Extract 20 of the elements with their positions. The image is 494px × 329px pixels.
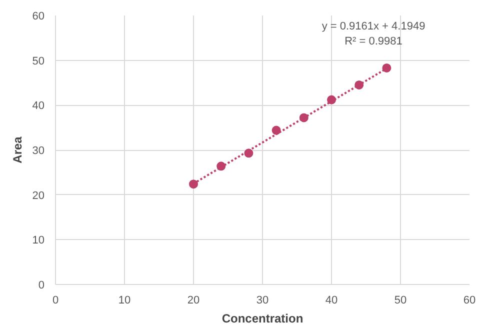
x-tick-label: 10 bbox=[118, 294, 131, 306]
annotation: y = 0.9161x + 4.1949 bbox=[322, 20, 426, 32]
x-tick-label: 40 bbox=[325, 294, 338, 306]
x-tick-label: 60 bbox=[463, 294, 476, 306]
x-tick-label: 50 bbox=[394, 294, 407, 306]
x-axis-title: Concentration bbox=[222, 312, 304, 326]
y-tick-label: 50 bbox=[32, 55, 45, 68]
y-tick-label: 0 bbox=[38, 280, 45, 292]
point bbox=[382, 63, 392, 72]
y-tick-label: 20 bbox=[32, 190, 45, 202]
x-tick-label: 0 bbox=[52, 294, 59, 306]
point bbox=[189, 180, 198, 189]
y-tick-label: 40 bbox=[32, 100, 45, 112]
y-tick-label: 60 bbox=[32, 10, 45, 22]
y-axis-title: Area bbox=[10, 136, 24, 164]
y-tick-label: 30 bbox=[32, 145, 45, 157]
annotation: R² = 0.9981 bbox=[344, 36, 402, 48]
x-tick-label: 20 bbox=[187, 294, 200, 306]
y-tick-label: 10 bbox=[32, 234, 45, 247]
x-tick-label: 30 bbox=[256, 294, 269, 306]
